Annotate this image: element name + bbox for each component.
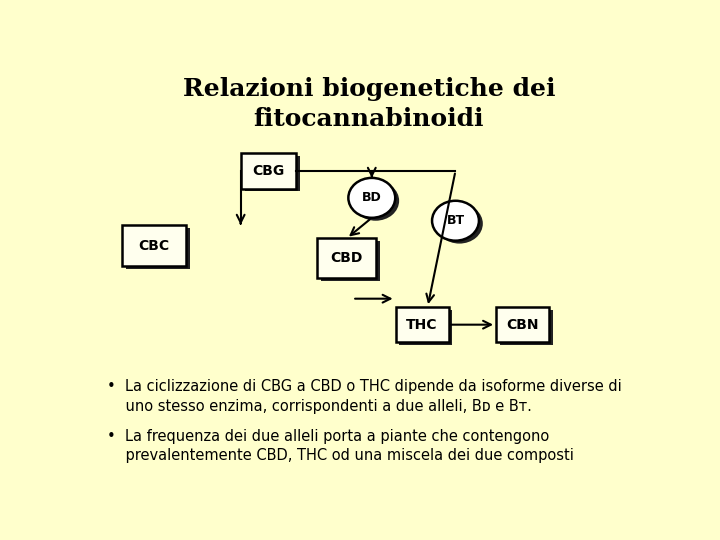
Ellipse shape [432, 201, 479, 241]
Ellipse shape [436, 204, 483, 244]
FancyBboxPatch shape [400, 310, 452, 345]
FancyBboxPatch shape [321, 241, 380, 281]
FancyBboxPatch shape [245, 156, 300, 191]
Text: CBC: CBC [139, 239, 170, 253]
FancyBboxPatch shape [126, 228, 190, 269]
Ellipse shape [352, 181, 399, 221]
Text: CBD: CBD [330, 251, 363, 265]
Text: Relazioni biogenetiche dei
fitocannabinoidi: Relazioni biogenetiche dei fitocannabino… [183, 77, 555, 131]
FancyBboxPatch shape [240, 153, 297, 188]
FancyBboxPatch shape [395, 307, 449, 342]
Text: BD: BD [362, 191, 382, 204]
FancyBboxPatch shape [500, 310, 553, 345]
FancyBboxPatch shape [496, 307, 549, 342]
Text: CBG: CBG [253, 164, 284, 178]
FancyBboxPatch shape [318, 238, 376, 278]
Ellipse shape [348, 178, 395, 218]
Text: •  La frequenza dei due alleli porta a piante che contengono
    prevalentemente: • La frequenza dei due alleli porta a pi… [107, 429, 574, 463]
FancyBboxPatch shape [122, 225, 186, 266]
Text: CBN: CBN [506, 318, 539, 332]
Text: THC: THC [406, 318, 438, 332]
Text: •  La ciclizzazione di CBG a CBD o THC dipende da isoforme diverse di
    uno st: • La ciclizzazione di CBG a CBD o THC di… [107, 379, 621, 414]
Text: BT: BT [446, 214, 464, 227]
